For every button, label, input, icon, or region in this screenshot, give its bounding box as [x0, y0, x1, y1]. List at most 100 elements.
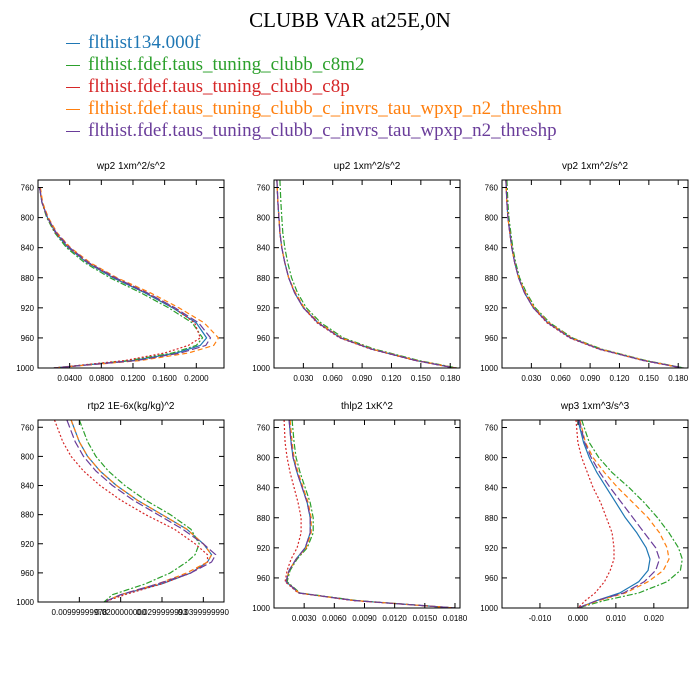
x-tick-label: 0.150 — [639, 374, 660, 383]
legend-label: flthist.fdef.taus_tuning_clubb_c8m2 — [88, 54, 365, 75]
series-line — [70, 420, 213, 602]
legend-swatch — [66, 130, 80, 132]
panel-title: up2 1xm^2/s^2 — [334, 161, 401, 172]
x-tick-label: 0.2000 — [184, 374, 209, 383]
x-tick-label: 0.180 — [440, 374, 461, 383]
y-tick-label: 960 — [485, 334, 499, 343]
y-tick-label: 1000 — [252, 604, 270, 613]
y-tick-label: 1000 — [480, 604, 498, 613]
legend-label: flthist.fdef.taus_tuning_clubb_c_invrs_t… — [88, 120, 557, 141]
x-tick-label: 0.120 — [381, 374, 402, 383]
legend-item: flthist.fdef.taus_tuning_clubb_c8p — [66, 76, 562, 98]
y-tick-label: 760 — [21, 423, 35, 432]
panel-title: wp3 1xm^3/s^3 — [560, 401, 630, 412]
panel: rtp2 1E-6x(kg/kg)^2 760 800 840 880 920 960 100… — [16, 401, 229, 617]
y-tick-label: 840 — [257, 484, 271, 493]
series-line — [575, 420, 615, 608]
x-tick-label: 0.0120 — [382, 614, 407, 623]
y-tick-label: 760 — [257, 184, 271, 193]
x-tick-label: 0.020 — [644, 614, 665, 623]
y-tick-label: 920 — [21, 540, 35, 549]
plot-frame — [273, 179, 461, 369]
legend-label: flthist134.000f — [88, 32, 201, 53]
x-tick-label: 0.0800 — [89, 374, 114, 383]
legend-swatch — [66, 42, 80, 44]
y-tick-label: 920 — [257, 544, 271, 553]
y-tick-label: 880 — [21, 511, 35, 520]
series-line — [285, 420, 456, 608]
x-tick-label: 0.180 — [668, 374, 689, 383]
x-tick-label: 0.060 — [323, 374, 344, 383]
series-group — [39, 187, 220, 368]
y-tick-label: 800 — [257, 214, 271, 223]
y-tick-label: 840 — [257, 244, 271, 253]
series-group — [575, 420, 683, 608]
series-line — [577, 420, 661, 608]
plot-frame — [37, 179, 225, 369]
y-tick-label: 880 — [257, 514, 271, 523]
x-tick-label: 0.000 — [568, 614, 589, 623]
series-line — [505, 180, 684, 368]
y-tick-label: 880 — [21, 274, 35, 283]
x-tick-label: 0.0400 — [57, 374, 82, 383]
series-line — [577, 420, 683, 608]
x-tick-label: 0.0399999990 — [178, 608, 230, 617]
panel-title: vp2 1xm^2/s^2 — [562, 161, 629, 172]
y-tick-label: 960 — [21, 569, 35, 578]
y-tick-label: 920 — [485, 544, 499, 553]
y-tick-label: 960 — [485, 574, 499, 583]
series-line — [39, 187, 201, 368]
series-line — [283, 420, 456, 608]
y-tick-label: 840 — [21, 482, 35, 491]
y-tick-label: 800 — [257, 454, 271, 463]
series-line — [39, 187, 220, 368]
legend-item: flthist.fdef.taus_tuning_clubb_c8m2 — [66, 54, 562, 76]
y-tick-label: 1000 — [252, 364, 270, 373]
legend-item: flthist.fdef.taus_tuning_clubb_c_invrs_t… — [66, 98, 562, 120]
y-tick-label: 800 — [485, 454, 499, 463]
panel-title: wp2 1xm^2/s^2 — [96, 161, 166, 172]
x-tick-label: 0.0090 — [352, 614, 377, 623]
x-tick-label: 0.0150 — [413, 614, 438, 623]
panel: wp3 1xm^3/s^3 760 800 840 880 920 960 1000 -0.01… — [480, 401, 689, 623]
y-tick-label: 920 — [257, 304, 271, 313]
y-tick-label: 1000 — [16, 364, 34, 373]
y-tick-label: 920 — [21, 304, 35, 313]
panel: thlp2 1xK^2 760 800 840 880 920 960 1000 0.0030 0… — [252, 401, 468, 623]
x-tick-label: 0.0299999993 — [136, 608, 188, 617]
series-line — [66, 420, 217, 602]
x-tick-label: 0.120 — [609, 374, 630, 383]
series-line — [577, 420, 651, 608]
series-line — [276, 180, 456, 368]
x-tick-label: 0.010 — [606, 614, 627, 623]
panel: wp2 1xm^2/s^2 760 800 840 880 920 960 1000 0.040… — [16, 161, 225, 383]
plot-frame — [37, 419, 225, 603]
series-line — [39, 187, 208, 368]
legend-label: flthist.fdef.taus_tuning_clubb_c_invrs_t… — [88, 98, 562, 119]
legend-item: flthist.fdef.taus_tuning_clubb_c_invrs_t… — [66, 120, 562, 142]
panel: up2 1xm^2/s^2 760 800 840 880 920 960 1000 0.030… — [252, 161, 461, 383]
series-line — [276, 180, 455, 368]
y-tick-label: 840 — [485, 484, 499, 493]
x-tick-label: 0.150 — [411, 374, 432, 383]
y-tick-label: 800 — [21, 214, 35, 223]
series-line — [577, 420, 670, 608]
y-tick-label: 760 — [485, 184, 499, 193]
series-line — [506, 180, 685, 368]
legend-label: flthist.fdef.taus_tuning_clubb_c8p — [88, 76, 350, 97]
y-tick-label: 960 — [257, 574, 271, 583]
y-tick-label: 760 — [485, 424, 499, 433]
y-tick-label: 840 — [21, 244, 35, 253]
y-tick-label: 840 — [485, 244, 499, 253]
series-line — [285, 420, 456, 608]
series-group — [505, 180, 685, 368]
y-tick-label: 800 — [485, 214, 499, 223]
y-tick-label: 760 — [257, 424, 271, 433]
series-group — [276, 180, 458, 368]
panel-title: thlp2 1xK^2 — [341, 401, 393, 412]
x-tick-label: 0.1600 — [152, 374, 177, 383]
plot-frame — [273, 419, 461, 609]
legend-swatch — [66, 108, 80, 110]
y-tick-label: 880 — [257, 274, 271, 283]
x-tick-label: 0.00999999978 — [52, 608, 108, 617]
